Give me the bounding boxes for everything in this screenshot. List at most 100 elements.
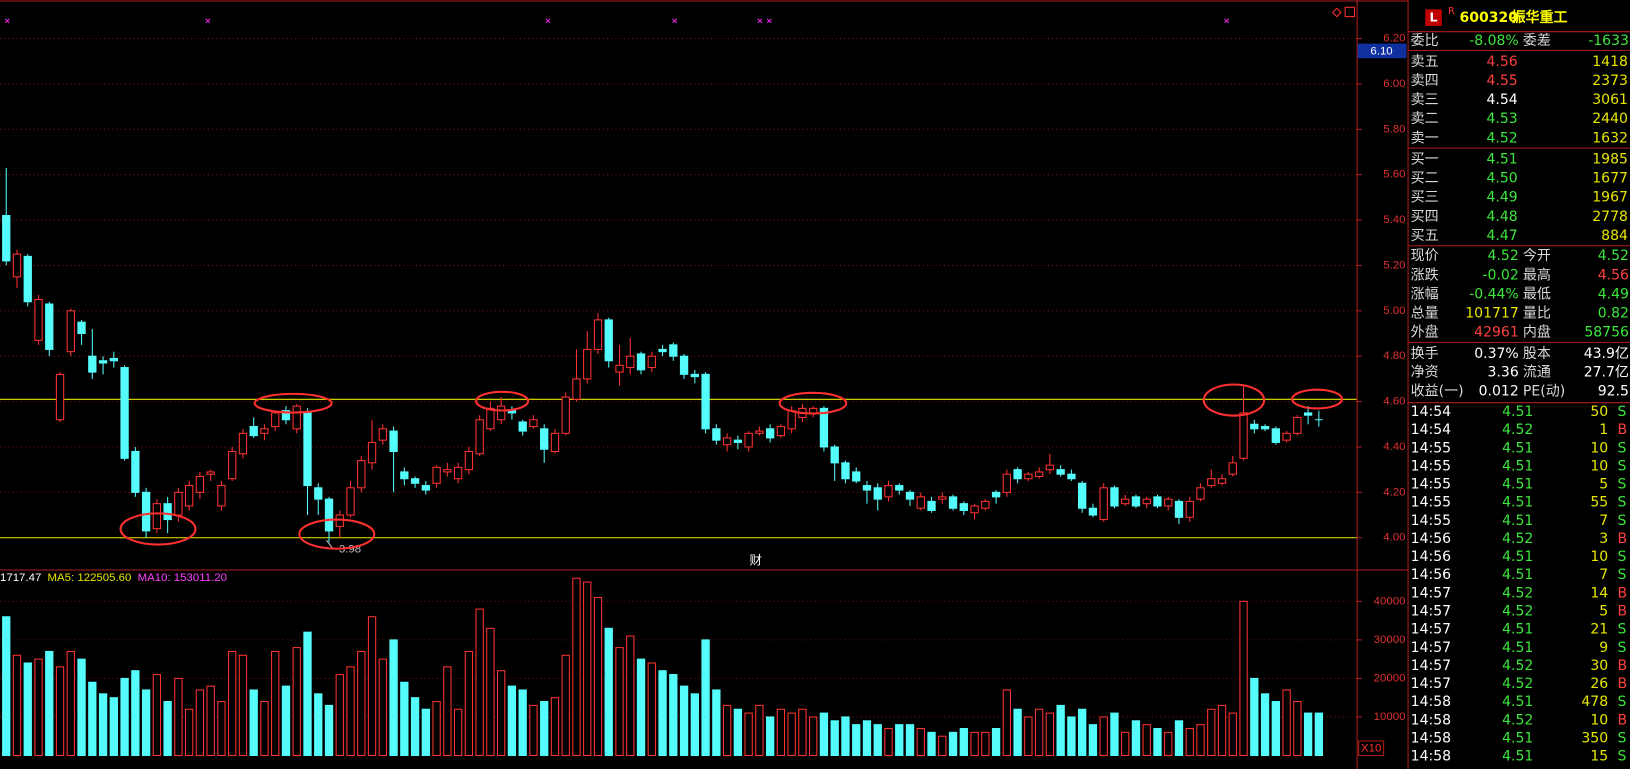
volume-bar — [572, 577, 581, 757]
trade-price: 4.51 — [1502, 640, 1533, 656]
trade-side: B — [1618, 712, 1628, 728]
candle-body — [367, 441, 377, 464]
book-label: 卖一 — [1411, 130, 1439, 146]
stat-label: 涨幅 — [1411, 286, 1439, 302]
candle-body — [819, 407, 829, 448]
candle-body — [217, 485, 226, 507]
volume-bar — [1293, 701, 1302, 757]
volume-bar — [1314, 712, 1324, 757]
volume-bar — [378, 658, 387, 757]
book-volume: 3061 — [1592, 92, 1628, 108]
volume-bar — [152, 674, 162, 757]
trade-time: 14:57 — [1411, 585, 1451, 601]
volume-bar — [690, 693, 699, 757]
stat-value: 0.37% — [1474, 346, 1519, 362]
stat-value: 4.52 — [1598, 248, 1629, 264]
book-price: 4.50 — [1487, 171, 1518, 187]
candle-body — [1217, 478, 1227, 484]
volume-bar — [1250, 677, 1259, 757]
volume-bar — [367, 616, 377, 757]
trade-side: S — [1618, 477, 1627, 493]
volume-bar — [1013, 708, 1022, 757]
book-volume: 2778 — [1592, 209, 1628, 225]
candle-body — [593, 319, 603, 350]
legend-entry: MA5: 122505.60 — [48, 572, 132, 584]
stat-label: 换手 — [1411, 345, 1439, 362]
book-label: 买五 — [1411, 228, 1439, 244]
volume-bar — [314, 693, 323, 757]
volume-bar — [271, 650, 280, 757]
candle-body — [852, 471, 861, 482]
volume-bar — [1174, 720, 1184, 757]
trade-side: S — [1618, 694, 1627, 710]
candle-body — [281, 410, 291, 421]
candle-body — [981, 500, 990, 509]
volume-bar — [497, 670, 506, 757]
volume-bar — [1207, 708, 1216, 757]
volume-bar — [109, 697, 118, 757]
trade-volume: 14 — [1590, 585, 1608, 601]
candle-body — [1110, 487, 1119, 507]
trade-price: 4.51 — [1502, 404, 1533, 420]
candle-body — [1271, 428, 1280, 443]
candle-body — [77, 321, 86, 335]
badge: L — [1430, 10, 1438, 25]
candle-body — [453, 466, 463, 480]
candle-body — [809, 407, 818, 414]
cursor-price: 6.10 — [1370, 45, 1392, 57]
volume-bar — [174, 677, 183, 757]
book-price: 4.48 — [1487, 209, 1518, 225]
volume-bar — [292, 647, 301, 757]
event-markers — [4, 18, 1230, 24]
volume-bar — [475, 608, 484, 757]
volume-bar — [453, 708, 463, 757]
trade-price: 4.52 — [1502, 585, 1533, 601]
volume-bar — [905, 724, 915, 757]
candle-body — [109, 357, 118, 362]
highlight-circle — [298, 518, 376, 550]
volume-bar — [529, 704, 538, 757]
stat-value: 58756 — [1584, 325, 1629, 341]
volume-bar — [787, 712, 796, 757]
candle-body — [303, 412, 312, 487]
trade-price: 4.52 — [1502, 604, 1533, 620]
candle-body — [518, 421, 527, 432]
candle-body — [1131, 496, 1141, 507]
stat-label: 收益(一) — [1411, 384, 1464, 400]
book-price: 4.49 — [1487, 190, 1518, 206]
highlight-circle — [1291, 388, 1344, 410]
trade-price: 4.52 — [1502, 676, 1533, 692]
candle-body — [1013, 469, 1022, 480]
candle-body — [1260, 426, 1270, 430]
y-tick-label: 5.80 — [1383, 123, 1405, 135]
volume-bar — [184, 708, 194, 757]
trade-time: 14:57 — [1411, 604, 1451, 620]
trade-time: 14:57 — [1411, 622, 1451, 638]
volume-bar — [636, 658, 646, 757]
candle-body — [647, 355, 656, 369]
volume-bar — [141, 689, 151, 757]
candle-body — [916, 496, 925, 509]
book-volume: 1418 — [1592, 54, 1628, 70]
y-tick-label: 5.60 — [1383, 169, 1405, 181]
quote-panel: 委比 -8.08% 委差 -1633 卖五 4.56 1418 卖四 4.55 2373 卖三 4.5… — [1411, 33, 1629, 765]
candle-body — [443, 469, 452, 473]
candle-body — [583, 348, 592, 380]
volume-bar — [981, 731, 990, 757]
volume-bar — [1110, 712, 1119, 757]
volume-bar — [443, 666, 452, 757]
candle-body — [905, 491, 915, 500]
volume-bar — [335, 674, 344, 757]
candle-body — [615, 364, 624, 373]
candle-body — [1045, 464, 1055, 471]
book-price: 4.51 — [1487, 152, 1518, 168]
volume-bar — [658, 670, 667, 757]
candle-body — [120, 367, 129, 459]
trade-time: 14:55 — [1411, 495, 1451, 511]
volume-bar — [432, 701, 441, 757]
candle-body — [1250, 423, 1259, 430]
candle-body — [389, 430, 398, 453]
y-tick-label: 4.60 — [1383, 396, 1405, 408]
candle-body — [1002, 473, 1012, 493]
